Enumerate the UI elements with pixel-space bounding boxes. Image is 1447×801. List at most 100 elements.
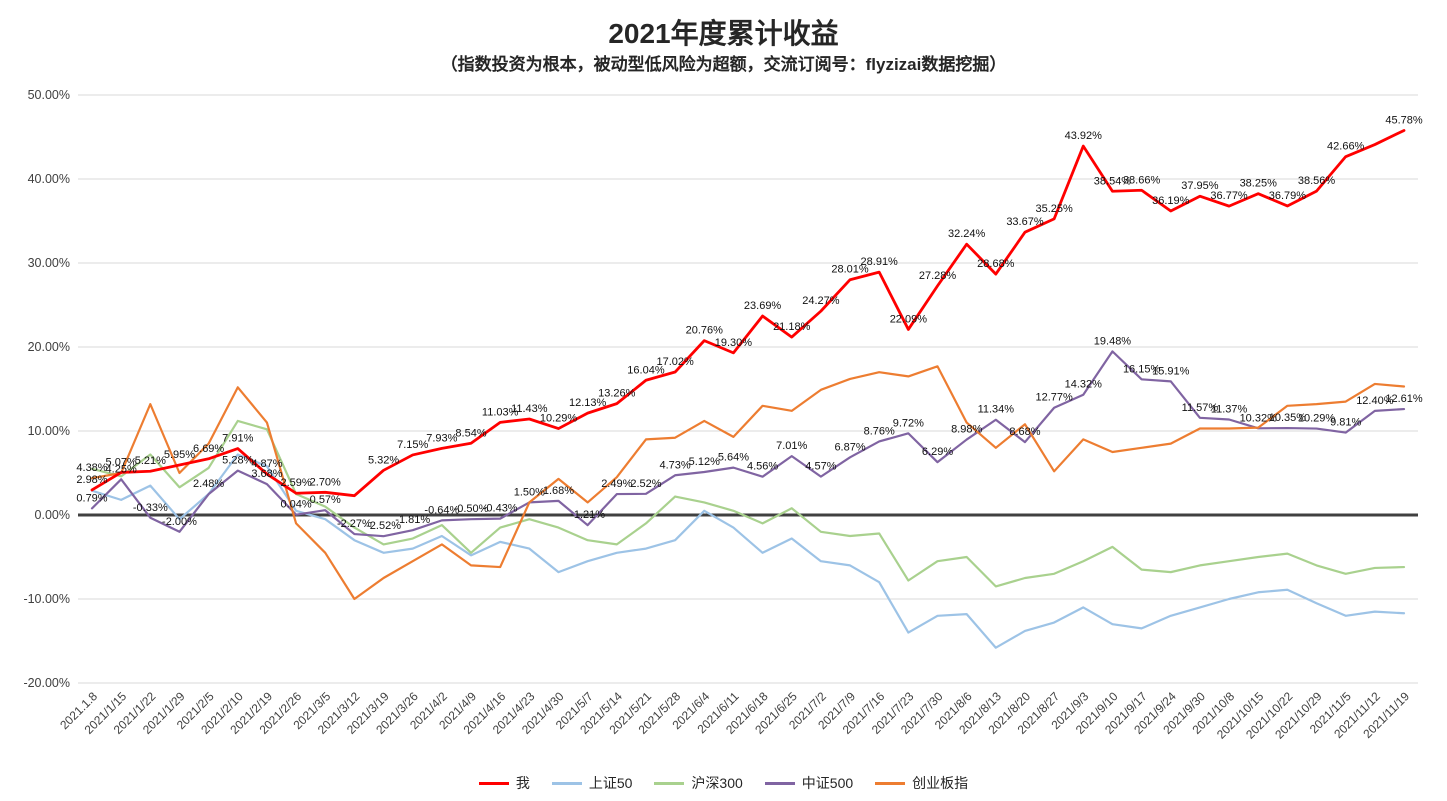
legend-item: 创业板指 [875,773,968,793]
series-line-4 [90,365,1406,601]
data-label: -2.00% [162,516,197,528]
data-label: -0.50% [454,503,489,515]
data-label: 42.66% [1327,141,1365,153]
data-label: 10.35% [1269,412,1307,424]
data-label: 14.32% [1065,379,1103,391]
data-label: 1.68% [543,485,574,497]
legend-swatch-icon [875,781,906,785]
data-label: 20.76% [686,325,724,337]
data-label: 2.70% [310,476,341,488]
data-label: 4.57% [805,461,836,473]
data-label: 15.91% [1152,365,1190,377]
data-label: 4.87% [251,458,282,470]
legend: 我 上证50 沪深300 中证500 创业板指 [0,773,1447,793]
data-label: 38.56% [1298,175,1336,187]
data-label: 33.67% [1006,216,1044,228]
data-label: 8.54% [455,427,486,439]
data-label: 38.54% [1094,175,1132,187]
legend-swatch-icon [478,781,509,785]
data-label: 12.61% [1385,393,1423,405]
data-label: 10.29% [1298,413,1336,425]
legend-label: 我 [515,775,530,791]
data-label: 36.19% [1152,195,1190,207]
data-label: 9.72% [893,417,924,429]
data-label: 28.91% [861,256,899,268]
data-label: 9.81% [1330,417,1361,429]
data-label: 4.25% [106,463,137,475]
data-label: 6.87% [834,441,865,453]
data-label: -2.52% [366,520,401,532]
data-label: 2.52% [630,478,661,490]
data-label: 8.76% [864,425,895,437]
data-label: 32.24% [948,228,986,240]
data-label: 36.77% [1210,190,1248,202]
data-label: 11.37% [1211,403,1248,415]
data-label: -0.64% [424,504,459,516]
data-label: 4.56% [747,461,778,473]
data-label: 11.03% [482,406,519,418]
data-label: 43.92% [1065,130,1103,142]
series-line-2 [90,419,1406,588]
data-label: 11.34% [978,404,1015,416]
y-axis-tick-label: 50.00% [28,88,70,102]
series-line-1 [90,453,1406,649]
data-label: 0.79% [76,492,107,504]
data-label: 5.07% [106,456,137,468]
series-line-3 [90,350,1406,538]
data-label: 10.32% [1240,412,1278,424]
y-axis-tick-label: -20.00% [23,676,70,690]
data-label: 5.32% [368,454,399,466]
data-label: 7.91% [222,433,253,445]
legend-item: 上证50 [551,773,633,793]
data-label: 4.73% [660,459,691,471]
data-label: 0.57% [310,494,341,506]
data-label: 2.59% [280,477,311,489]
data-label: -1.21% [570,509,605,521]
data-label: 11.57% [1182,402,1219,414]
data-label: 5.21% [135,455,166,467]
data-label: 10.29% [540,413,578,425]
data-label: -1.81% [395,514,430,526]
data-label: 21.18% [773,321,811,333]
data-label: 7.01% [776,440,807,452]
data-label: -2.27% [337,518,372,530]
y-axis-tick-label: 40.00% [28,172,70,186]
data-label: 7.15% [397,439,428,451]
series-line-0 [90,129,1406,498]
legend-item: 中证500 [764,773,854,793]
y-axis-tick-label: 20.00% [28,340,70,354]
data-label: 28.68% [977,258,1015,270]
data-label: 22.09% [890,313,928,325]
data-label: -0.33% [133,502,168,514]
data-label: 28.01% [831,264,869,276]
data-label: 12.77% [1035,392,1073,404]
y-axis-tick-label: 0.00% [35,508,70,522]
data-label: 13.26% [598,388,636,400]
y-axis-tick-label: -10.00% [23,592,70,606]
legend-label: 沪深300 [691,775,743,791]
data-label: 4.38% [76,462,107,474]
data-label: 36.79% [1269,190,1307,202]
legend-swatch-icon [654,781,685,785]
y-axis-tick-label: 30.00% [28,256,70,270]
data-label: 27.28% [919,270,957,282]
data-label: 12.13% [569,397,607,409]
y-axis-tick-label: 10.00% [28,424,70,438]
data-label: 6.69% [193,443,224,455]
data-label: 24.27% [802,295,840,307]
legend-item: 沪深300 [654,773,743,793]
data-label: 45.78% [1385,114,1423,126]
data-label: 17.02% [656,356,694,368]
data-label: 11.43% [511,403,548,415]
data-label: 5.28% [222,455,253,467]
legend-label: 上证50 [588,775,633,791]
legend-swatch-icon [764,781,795,785]
data-label: 8.68% [1009,426,1040,438]
data-label: 5.64% [718,452,749,464]
legend-label: 中证500 [801,775,854,791]
data-label: 38.25% [1240,178,1278,190]
data-label: 23.69% [744,300,782,312]
data-label: 5.12% [689,456,720,468]
